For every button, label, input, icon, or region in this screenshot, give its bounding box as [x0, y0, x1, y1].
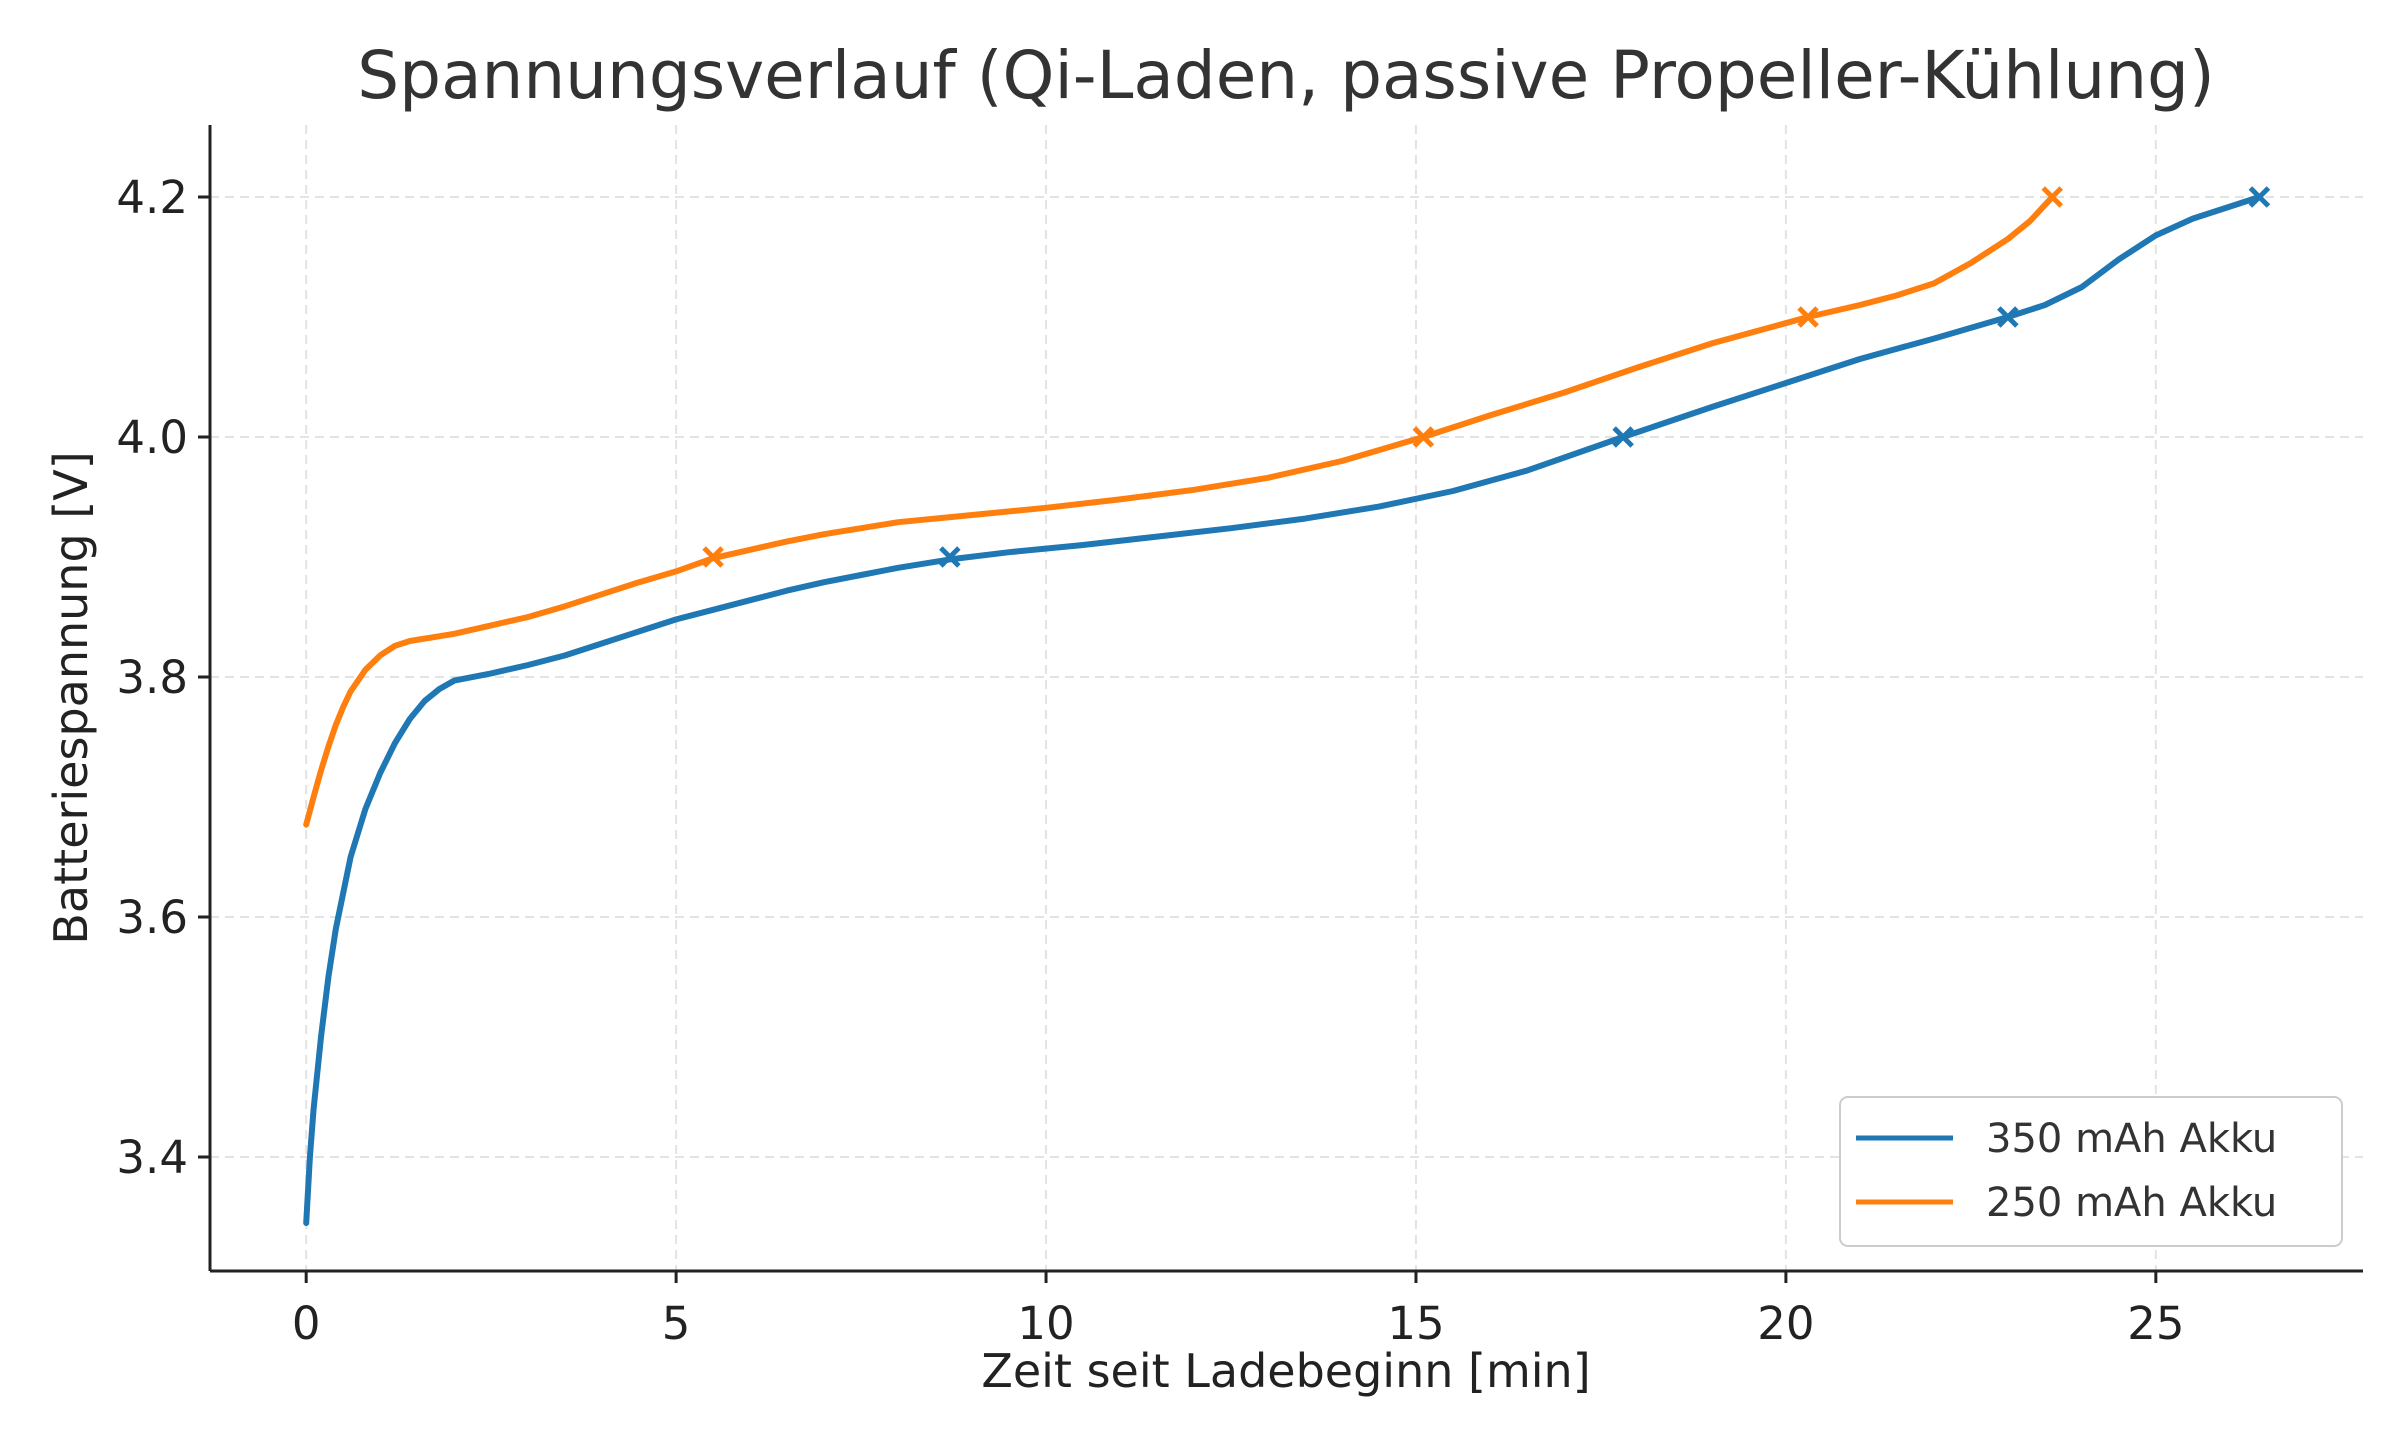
- threshold-marker: [2041, 186, 2064, 208]
- y-tick-label: 4.0: [116, 411, 188, 464]
- x-tick-label: 25: [2127, 1297, 2184, 1350]
- threshold-marker: [2248, 186, 2271, 208]
- y-tick-label: 3.8: [116, 651, 188, 704]
- series-line-1: [303, 194, 2056, 828]
- legend-label-250mah: 250 mAh Akku: [1986, 1180, 2277, 1226]
- legend-label-350mah: 350 mAh Akku: [1986, 1116, 2277, 1162]
- x-tick-label: 10: [1017, 1297, 1074, 1350]
- tick-marks: 0 5 10 15 20 25 3.4 3.6 3.8 4.0 4.2: [116, 171, 2184, 1350]
- x-tick-label: 0: [292, 1297, 321, 1350]
- threshold-marker: [1997, 306, 2019, 328]
- threshold-marker: [1797, 306, 1819, 328]
- x-tick-label: 15: [1387, 1297, 1444, 1350]
- threshold-marker: [702, 546, 724, 568]
- x-tick-label: 20: [1757, 1297, 1814, 1350]
- grid: [210, 125, 2363, 1271]
- series-line-0: [303, 194, 2263, 1226]
- y-tick-label: 4.2: [116, 171, 188, 224]
- x-axis-label: Zeit seit Ladebeginn [min]: [981, 1344, 1590, 1398]
- threshold-marker: [1612, 426, 1634, 448]
- threshold-marker: [1412, 426, 1435, 448]
- chart-title: Spannungsverlauf (Qi-Laden, passive Prop…: [357, 37, 2214, 114]
- x-tick-label: 5: [662, 1297, 691, 1350]
- legend: 350 mAh Akku 250 mAh Akku: [1839, 1096, 2343, 1247]
- series-lines: [303, 186, 2271, 1226]
- y-tick-label: 3.6: [116, 891, 188, 944]
- axes: [208, 125, 2363, 1273]
- y-axis-label: Batteriespannung [V]: [44, 451, 98, 944]
- threshold-marker: [939, 546, 961, 568]
- y-tick-label: 3.4: [116, 1131, 188, 1184]
- legend-box: [1839, 1096, 2343, 1247]
